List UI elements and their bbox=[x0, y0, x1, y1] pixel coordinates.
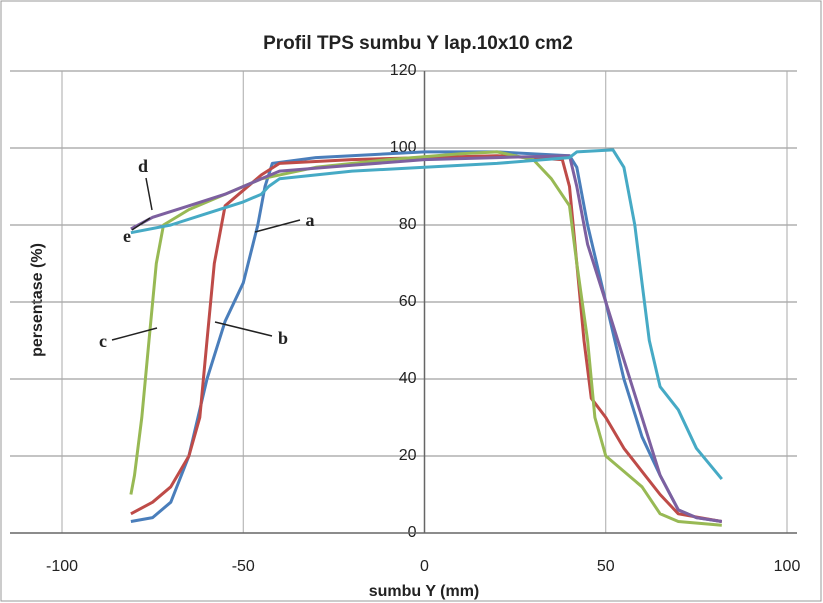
series-annotation: b bbox=[278, 328, 288, 348]
y-tick-label: 20 bbox=[399, 447, 417, 464]
annotation-leader bbox=[111, 327, 158, 341]
y-axis-label: persentase (%) bbox=[29, 243, 46, 357]
annotation-leader bbox=[131, 217, 151, 231]
y-tick-label: 120 bbox=[390, 62, 417, 79]
x-tick-label: 50 bbox=[597, 558, 615, 575]
x-tick-label: -100 bbox=[46, 558, 78, 575]
x-axis-label: sumbu Y (mm) bbox=[369, 583, 480, 600]
y-tick-label: 40 bbox=[399, 370, 417, 387]
y-tick-label: 80 bbox=[399, 216, 417, 233]
annotation-leader bbox=[145, 177, 153, 211]
series-annotation: c bbox=[99, 331, 107, 351]
series-line bbox=[130, 148, 723, 481]
x-tick-label: 0 bbox=[420, 558, 429, 575]
series-line bbox=[130, 150, 723, 523]
series-annotation: e bbox=[123, 226, 131, 246]
chart-title: Profil TPS sumbu Y lap.10x10 cm2 bbox=[263, 33, 573, 54]
series-annotation: a bbox=[306, 210, 315, 230]
y-tick-label: 60 bbox=[399, 293, 417, 310]
series-line bbox=[129, 150, 722, 527]
x-tick-label: 100 bbox=[774, 558, 801, 575]
annotation-leader bbox=[254, 219, 301, 233]
series-annotation: d bbox=[138, 156, 148, 176]
annotation-leader bbox=[214, 321, 273, 337]
x-tick-label: -50 bbox=[232, 558, 255, 575]
